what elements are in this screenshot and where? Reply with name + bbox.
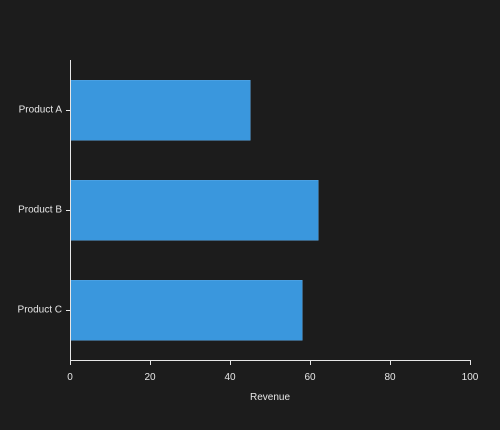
x-tick-label: 80 <box>384 372 396 383</box>
x-tick-label: 60 <box>304 372 316 383</box>
x-ticks-group: 0 20 40 60 80 100 <box>67 360 479 383</box>
y-tick-label: Product C <box>18 305 62 316</box>
x-tick-label: 100 <box>462 372 479 383</box>
x-tick-label: 40 <box>224 372 236 383</box>
bar-product-c <box>69 279 303 341</box>
bar-product-b <box>69 179 319 241</box>
y-tick-label: Product B <box>18 205 62 216</box>
x-tick-label: 0 <box>67 372 73 383</box>
x-axis-title: Revenue <box>250 392 290 403</box>
bars-group <box>69 79 319 341</box>
bar-product-a <box>69 79 251 141</box>
x-tick-label: 20 <box>144 372 156 383</box>
y-ticks-group: Product A Product B Product C <box>18 105 70 316</box>
y-tick-label: Product A <box>19 105 63 116</box>
